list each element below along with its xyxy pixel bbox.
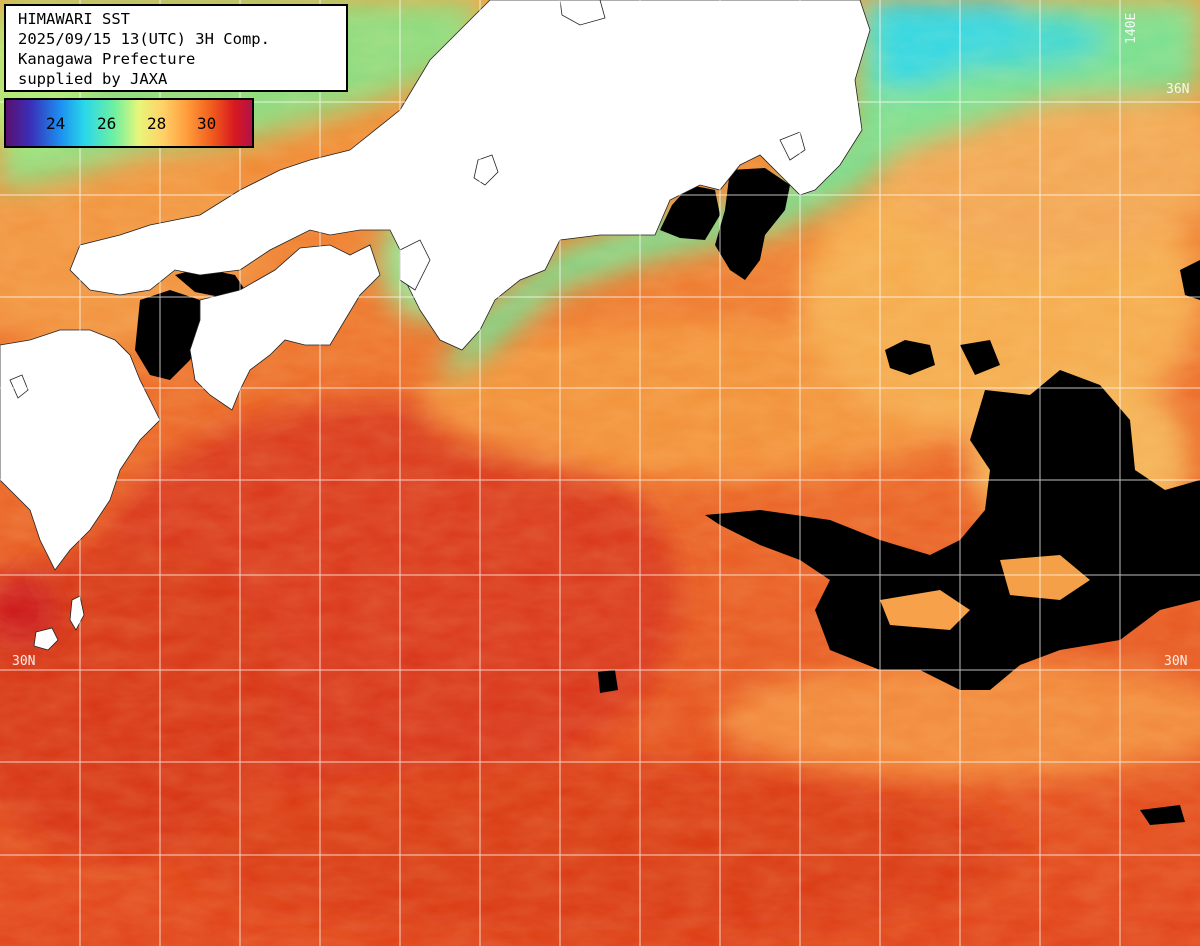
title-line: HIMAWARI SST [18,10,130,28]
legend-label-28: 28 [147,114,167,133]
cloud-mask [135,168,1200,825]
title-box: HIMAWARI SST 2025/09/15 13(UTC) 3H Comp.… [4,4,348,92]
island [779,131,806,161]
lat-label-30n-right: 30N [1164,654,1188,669]
region-line: Kanagawa Prefecture [18,50,196,68]
island [33,627,59,651]
legend-label-24: 24 [46,114,66,133]
lat-label-36n: 36N [1166,82,1190,97]
lat-label-30n-left: 30N [12,654,36,669]
legend-label-30: 30 [197,114,217,133]
legend-gradient [6,100,252,146]
lon-label-140e: 140E [1124,12,1139,44]
credit-line: supplied by JAXA [18,70,168,88]
legend-label-26: 26 [97,114,117,133]
lon-label-136e: 136E [484,12,499,44]
honshu [69,0,871,351]
timestamp-line: 2025/09/15 13(UTC) 3H Comp. [18,30,270,48]
island [9,374,29,399]
color-legend: 24 26 28 30 [4,98,254,148]
island [559,0,606,26]
